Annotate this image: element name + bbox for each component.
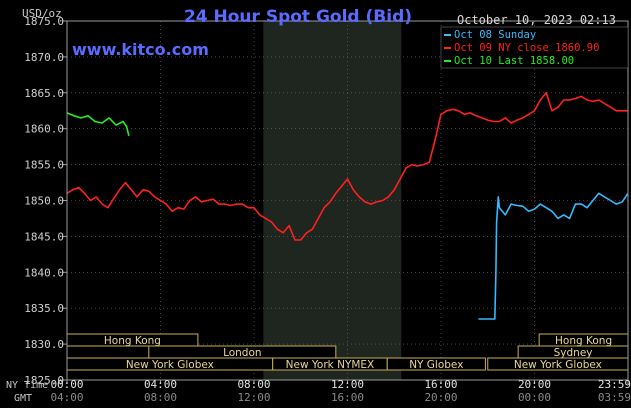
x-tick-label-gmt: 16:00	[331, 391, 364, 404]
x-tick-label-ny: 08:00	[237, 378, 270, 391]
y-tick-label: 1845.0	[24, 230, 64, 243]
x-tick-label-gmt: 00:00	[518, 391, 551, 404]
x-tick-label-gmt: 12:00	[237, 391, 270, 404]
session-label: NY Globex	[409, 359, 463, 371]
series-line-0	[66, 92, 628, 241]
x-axis: 00:0004:0004:0008:0008:0012:0012:0016:00…	[50, 378, 631, 404]
y-tick-label: 1855.0	[24, 159, 64, 172]
legend-entry: Oct 09 NY close 1860.90	[454, 42, 599, 54]
legend-entry: Oct 08 Sunday	[454, 29, 536, 41]
y-tick-label: 1840.0	[24, 266, 64, 279]
chart-title: 24 Hour Spot Gold (Bid)	[184, 7, 412, 27]
legend-box	[440, 26, 629, 69]
series-line-1	[478, 192, 629, 320]
market-session-bars: Hong Kong London New York Globex New York N…	[66, 333, 629, 371]
price-series	[66, 92, 629, 320]
x-tick-label-ny: 16:00	[424, 378, 457, 391]
source-label: www.kitco.com	[72, 40, 209, 59]
y-tick-label: 1850.0	[24, 195, 64, 208]
ny-time-label: NY Time	[6, 380, 48, 391]
session-label: Sydney	[554, 347, 593, 359]
x-tick-label-gmt: 08:00	[144, 391, 177, 404]
y-tick-label: 1875.0	[24, 15, 64, 28]
legend-entry: Oct 10 Last 1858.00	[454, 55, 574, 67]
x-tick-label-gmt: 20:00	[424, 391, 457, 404]
y-tick-label: 1835.0	[24, 302, 64, 315]
y-tick-label: 1860.0	[24, 123, 64, 136]
session-label: New York NYMEX	[286, 359, 375, 371]
timestamp: October 10, 2023 02:13	[457, 13, 616, 27]
x-tick-label-ny: 20:00	[518, 378, 551, 391]
x-tick-label-ny: 00:00	[50, 378, 83, 391]
session-label: Hong Kong	[555, 335, 612, 347]
y-tick-label: 1865.0	[24, 87, 64, 100]
x-tick-label-ny: 12:00	[331, 378, 364, 391]
y-tick-label: 1830.0	[24, 338, 64, 351]
x-tick-label-ny: 04:00	[144, 378, 177, 391]
session-label: New York Globex	[514, 359, 602, 371]
nymex-session-shade	[263, 21, 402, 380]
session-label: Hong Kong	[104, 335, 161, 347]
session-label: London	[223, 347, 262, 359]
y-tick-label: 1825.0	[24, 374, 64, 387]
x-tick-label-gmt: 03:59	[598, 391, 631, 404]
gmt-label: GMT	[14, 393, 32, 404]
session-bar	[386, 357, 486, 371]
y-axis: 1875.0 1870.0 1865.0 1860.0 1855.0 1850.0 1845…	[24, 15, 67, 387]
x-tick-label-ny: 23:59	[598, 378, 631, 391]
unit-label: USD/oz	[22, 7, 62, 20]
y-tick-label: 1870.0	[24, 51, 64, 64]
x-tick-label-gmt: 04:00	[50, 391, 83, 404]
series-line-2	[66, 112, 130, 137]
session-label: New York Globex	[126, 359, 214, 371]
